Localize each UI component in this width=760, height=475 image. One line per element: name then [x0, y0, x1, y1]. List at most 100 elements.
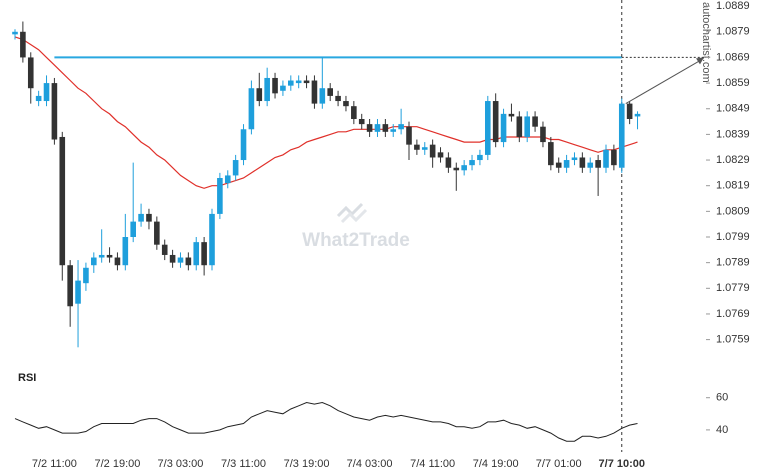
candle-body — [461, 165, 467, 171]
y-tick-label: 1.0879 — [716, 26, 750, 38]
watermark: What2Trade — [302, 230, 410, 251]
x-tick-label: 7/3 11:00 — [221, 458, 266, 470]
y-tick-label: 1.0809 — [716, 205, 750, 217]
candle-body — [555, 162, 562, 168]
candle-body — [358, 119, 365, 125]
candle-body — [303, 80, 310, 84]
moving-average — [14, 36, 638, 189]
candle-body — [390, 129, 397, 132]
candle-body — [27, 57, 34, 89]
candle-body — [67, 265, 73, 307]
candle-body — [106, 254, 113, 258]
rsi-line — [14, 401, 638, 442]
x-tick-label: 7/7 10:00 — [599, 458, 645, 470]
candle-body — [169, 254, 176, 263]
candle-body — [209, 213, 215, 266]
candle-body — [51, 83, 58, 140]
candle-body — [177, 257, 184, 263]
projection-arrow — [625, 59, 703, 105]
candle-body — [414, 144, 420, 150]
x-tick-label: 7/4 03:00 — [347, 458, 393, 470]
candle-body — [201, 242, 207, 266]
rsi-label: RSI — [18, 372, 36, 384]
candle-body — [114, 257, 121, 266]
y-tick-label: 1.0829 — [716, 154, 750, 166]
candle-body — [232, 160, 239, 176]
candle-body — [516, 116, 523, 137]
candle-body — [224, 175, 231, 184]
candle-body — [406, 126, 412, 145]
y-tick-label: 1.0799 — [716, 231, 750, 243]
watermark-icon — [336, 202, 368, 224]
y-tick-label: 1.0849 — [716, 103, 750, 115]
y-tick-label: 1.0869 — [716, 51, 750, 63]
candle-body — [595, 160, 601, 168]
candle-body — [351, 106, 357, 119]
candle-body — [453, 167, 460, 171]
x-tick-label: 7/3 19:00 — [284, 458, 330, 470]
candle-body — [248, 88, 255, 130]
candle-body — [240, 129, 247, 161]
y-tick-label: 1.0819 — [716, 180, 750, 192]
candle-body — [398, 124, 404, 130]
candle-body — [130, 221, 136, 237]
candle-body — [469, 160, 475, 166]
candle-body — [421, 147, 428, 150]
candle-body — [524, 116, 530, 137]
candle-body — [295, 80, 302, 84]
candle-body — [382, 124, 389, 132]
rsi-tick-label: 40 — [716, 424, 728, 436]
candle-body — [603, 149, 609, 168]
source-label: autochartist.com — [700, 2, 712, 83]
candle-body — [500, 113, 507, 143]
y-tick-label: 1.0779 — [716, 282, 750, 294]
candle-body — [429, 144, 436, 158]
candle-body — [311, 80, 318, 104]
candle-body — [343, 101, 349, 107]
candle-body — [98, 254, 105, 258]
candle-body — [59, 136, 66, 266]
candle-body — [508, 113, 515, 117]
candle-body — [540, 126, 546, 143]
candle-body — [185, 257, 192, 266]
candle-body — [319, 88, 326, 104]
candle-body — [548, 142, 554, 166]
candle-body — [571, 157, 578, 161]
y-tick-label: 1.0889 — [716, 0, 750, 12]
rsi-tick-label: 60 — [716, 392, 728, 404]
candle-body — [75, 280, 81, 304]
candle-body — [492, 101, 499, 143]
candle-body — [532, 116, 538, 127]
candle-body — [579, 157, 586, 168]
candle-body — [327, 88, 333, 96]
candle-body — [335, 95, 341, 102]
candle-body — [477, 154, 483, 161]
x-tick-label: 7/2 19:00 — [95, 458, 141, 470]
candle-body — [35, 95, 42, 102]
x-tick-label: 7/4 11:00 — [410, 458, 455, 470]
x-tick-label: 7/2 11:00 — [32, 458, 77, 470]
candle-body — [626, 103, 633, 119]
candle-body — [366, 124, 373, 132]
candle-body — [193, 242, 200, 266]
candle-body — [256, 88, 263, 102]
candle-body — [217, 178, 223, 214]
candle-body — [485, 101, 491, 155]
candle-body — [20, 31, 26, 58]
x-tick-label: 7/3 03:00 — [158, 458, 204, 470]
candle-body — [618, 103, 625, 168]
projection-arrow-head — [696, 57, 704, 65]
candle-body — [288, 80, 294, 86]
candle-body — [445, 157, 452, 168]
candle-body — [437, 152, 444, 158]
y-tick-label: 1.0769 — [716, 308, 750, 320]
candle-body — [43, 83, 50, 102]
candle-body — [264, 77, 270, 102]
candle-body — [634, 113, 641, 117]
candle-body — [611, 149, 617, 166]
candle-body — [161, 244, 168, 255]
candle-body — [138, 213, 144, 222]
candle-body — [146, 213, 152, 222]
candle-body — [83, 267, 89, 284]
